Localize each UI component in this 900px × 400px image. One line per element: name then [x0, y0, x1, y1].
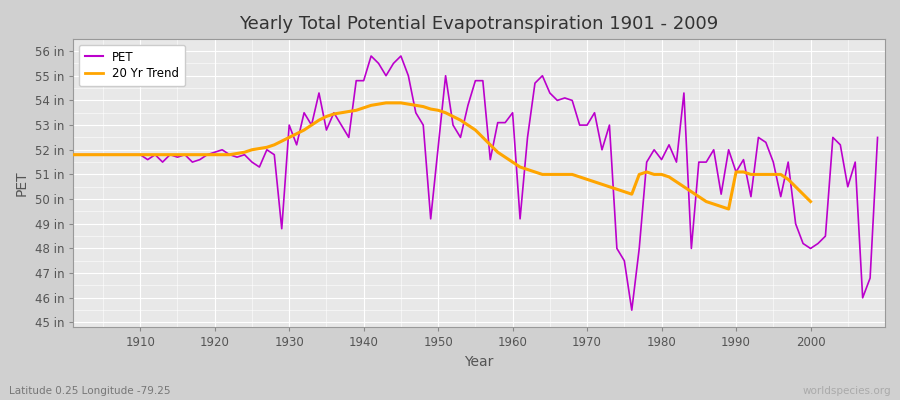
- Legend: PET, 20 Yr Trend: PET, 20 Yr Trend: [79, 45, 185, 86]
- X-axis label: Year: Year: [464, 355, 494, 369]
- Y-axis label: PET: PET: [15, 170, 29, 196]
- Title: Yearly Total Potential Evapotranspiration 1901 - 2009: Yearly Total Potential Evapotranspiratio…: [239, 15, 719, 33]
- Text: Latitude 0.25 Longitude -79.25: Latitude 0.25 Longitude -79.25: [9, 386, 170, 396]
- Text: worldspecies.org: worldspecies.org: [803, 386, 891, 396]
